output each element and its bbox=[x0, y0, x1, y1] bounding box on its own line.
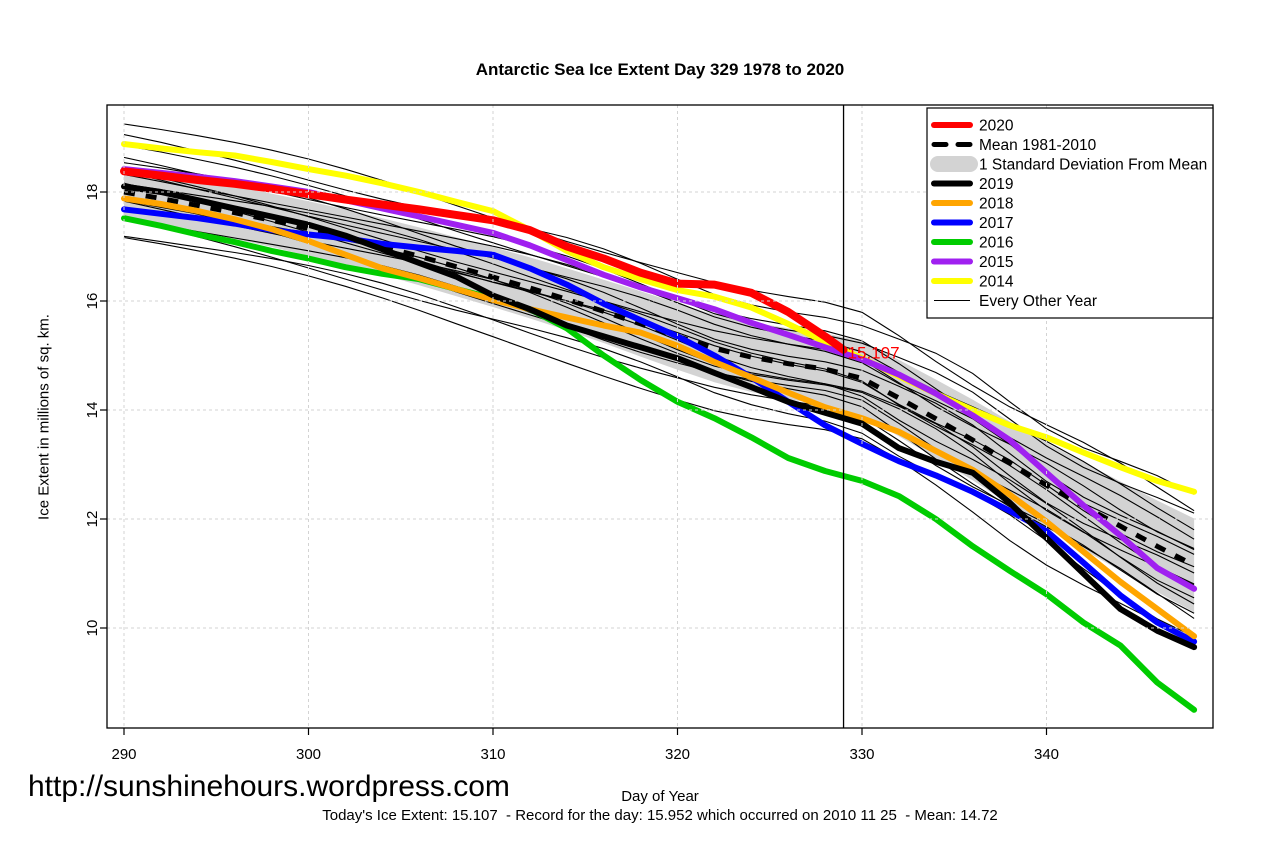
every-other-year-line-14 bbox=[123, 217, 1195, 599]
site-url-watermark[interactable]: http://sunshinehours.wordpress.com bbox=[28, 770, 510, 803]
legend-label-2014: 2014 bbox=[979, 274, 1014, 291]
legend-label-2015: 2015 bbox=[979, 254, 1013, 271]
x-axis-label: Day of Year bbox=[621, 788, 699, 805]
every-other-year-line-9 bbox=[123, 182, 1195, 605]
x-tick-label-320: 320 bbox=[665, 746, 690, 763]
x-tick-label-300: 300 bbox=[296, 746, 321, 763]
x-tick-label-330: 330 bbox=[849, 746, 874, 763]
every-other-year-line-7 bbox=[123, 169, 1195, 586]
legend-label-2019: 2019 bbox=[979, 176, 1013, 193]
legend-label-2017: 2017 bbox=[979, 215, 1013, 232]
legend-key-band bbox=[930, 156, 978, 172]
plot-border bbox=[106, 104, 1214, 729]
chart-title: Antarctic Sea Ice Extent Day 329 1978 to… bbox=[475, 60, 845, 79]
legend: 2020 Mean 1981-2010 1 Standard Deviation F… bbox=[926, 107, 1214, 319]
y-tick-label-18: 18 bbox=[84, 184, 101, 201]
series-2014 bbox=[121, 141, 1198, 495]
legend-label-mean-1981-2010: Mean 1981-2010 bbox=[979, 137, 1097, 154]
legend-label-1-standard-deviation-from-mean: 1 Standard Deviation From Mean bbox=[979, 157, 1207, 174]
series-2018 bbox=[121, 195, 1198, 640]
y-tick-label-16: 16 bbox=[84, 293, 101, 310]
series-2017 bbox=[121, 206, 1198, 645]
current-extent-annotation: 15.107 bbox=[848, 344, 900, 363]
sd-band bbox=[124, 167, 1195, 613]
y-tick-label-14: 14 bbox=[84, 402, 101, 419]
series-2016 bbox=[121, 215, 1198, 713]
x-tick-label-310: 310 bbox=[480, 746, 505, 763]
y-axis-label: Ice Extent in millions of sq. km. bbox=[35, 314, 53, 520]
legend-label-every-other-year: Every Other Year bbox=[979, 293, 1097, 310]
x-tick-label-340: 340 bbox=[1034, 746, 1059, 763]
legend-label-2016: 2016 bbox=[979, 235, 1013, 252]
every-other-year-line-1 bbox=[123, 134, 1195, 495]
series-2019 bbox=[121, 183, 1198, 651]
x-tick-label-290: 290 bbox=[111, 746, 136, 763]
legend-label-2018: 2018 bbox=[979, 196, 1013, 213]
legend-box bbox=[926, 107, 1214, 319]
y-tick-label-10: 10 bbox=[84, 620, 101, 637]
footer-caption: Today's Ice Extent: 15.107 - Record for … bbox=[322, 807, 998, 824]
legend-label-2020: 2020 bbox=[979, 118, 1014, 135]
y-tick-label-12: 12 bbox=[84, 511, 101, 528]
